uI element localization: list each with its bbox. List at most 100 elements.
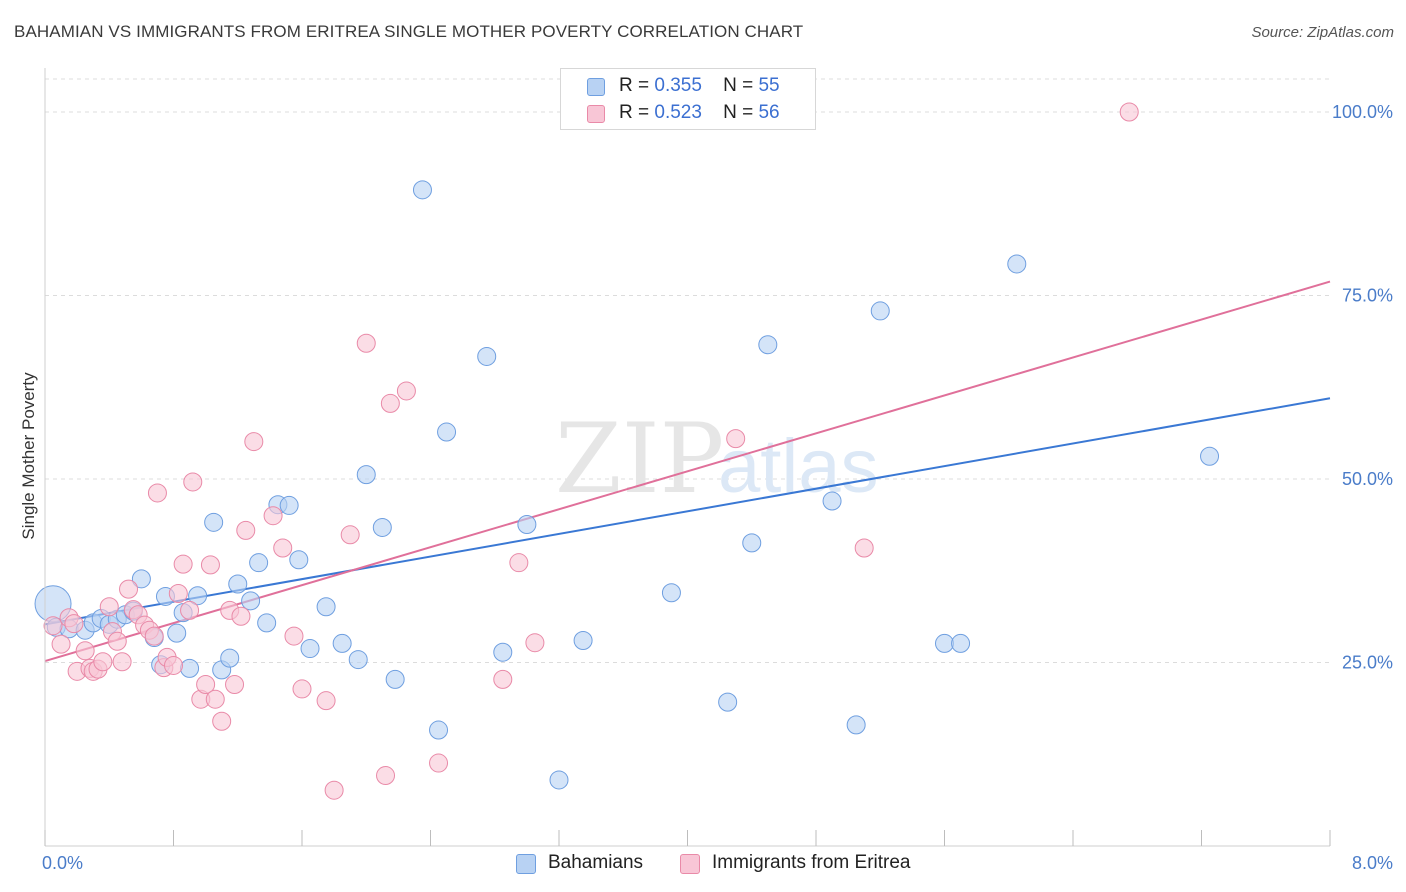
data-point-eritrea: [51, 634, 71, 654]
x-tick-label: 0.0%: [42, 853, 83, 873]
data-point-bahamian: [870, 301, 890, 321]
trend-line-eritrea: [44, 280, 1331, 662]
data-point-eritrea: [183, 472, 203, 492]
data-point-bahamian: [279, 495, 299, 515]
data-point-eritrea: [292, 679, 312, 699]
data-point-bahamian: [385, 669, 405, 689]
data-point-bahamian: [742, 533, 762, 553]
legend-swatch-blue: [516, 854, 536, 874]
data-point-eritrea: [147, 483, 167, 503]
data-point-eritrea: [356, 333, 376, 353]
data-point-eritrea: [99, 597, 119, 617]
legend-swatch-pink: [680, 854, 700, 874]
data-point-bahamian: [188, 586, 208, 606]
data-point-eritrea: [324, 780, 344, 800]
chart-title: BAHAMIAN VS IMMIGRANTS FROM ERITREA SING…: [14, 22, 804, 41]
legend-r-value: 0.523: [654, 102, 702, 123]
data-point-bahamian: [573, 630, 593, 650]
data-point-bahamian: [204, 512, 224, 532]
data-point-bahamian: [220, 648, 240, 668]
data-point-eritrea: [854, 538, 874, 558]
data-point-eritrea: [64, 614, 84, 634]
legend-r-value: 0.355: [654, 75, 702, 96]
legend-label-bahamians: Bahamians: [548, 852, 644, 873]
data-point-bahamian: [429, 720, 449, 740]
data-point-eritrea: [244, 432, 264, 452]
legend-n-label: N =: [723, 75, 754, 96]
correlation-legend: R = 0.355 N = 55 R = 0.523 N = 56: [560, 68, 816, 130]
y-axis-title: Single Mother Poverty: [19, 372, 38, 540]
data-point-bahamian: [167, 623, 187, 643]
data-point-bahamian: [549, 770, 569, 790]
data-point-eritrea: [376, 766, 396, 786]
data-point-eritrea: [180, 600, 200, 620]
data-point-bahamian: [822, 491, 842, 511]
data-point-eritrea: [429, 753, 449, 773]
data-point-eritrea: [231, 606, 251, 626]
data-point-eritrea: [509, 553, 529, 573]
data-point-eritrea: [396, 381, 416, 401]
data-point-eritrea: [263, 506, 283, 526]
data-point-eritrea: [236, 520, 256, 540]
data-point-bahamian: [493, 642, 513, 662]
data-point-bahamian: [289, 550, 309, 570]
legend-r-label: R =: [619, 102, 650, 123]
data-point-eritrea: [273, 538, 293, 558]
trend-line-bahamian: [44, 397, 1331, 626]
legend-n-value: 56: [758, 102, 780, 123]
data-point-eritrea: [726, 429, 746, 449]
data-point-eritrea: [200, 555, 220, 575]
data-point-bahamian: [131, 569, 151, 589]
y-tick-label: 100.0%: [1332, 102, 1393, 122]
data-point-eritrea: [316, 691, 336, 711]
data-point-bahamian: [316, 597, 336, 617]
data-point-bahamian: [935, 633, 954, 653]
data-point-bahamian: [758, 335, 778, 355]
legend-n-value: 55: [758, 75, 780, 96]
y-tick-label: 25.0%: [1342, 653, 1393, 673]
data-point-bahamian: [412, 180, 432, 200]
data-point-bahamian: [951, 633, 971, 653]
data-point-eritrea: [340, 525, 360, 545]
watermark-zip: ZIP: [555, 403, 724, 515]
series-legend: Bahamians Immigrants from Eritrea: [0, 852, 1406, 878]
y-tick-label: 50.0%: [1342, 469, 1393, 489]
data-point-eritrea: [93, 652, 113, 672]
data-point-eritrea: [284, 626, 304, 646]
data-point-bahamian: [180, 658, 200, 678]
data-point-eritrea: [205, 689, 225, 709]
data-point-bahamian: [661, 583, 681, 603]
data-point-eritrea: [493, 669, 513, 689]
data-point-eritrea: [196, 675, 216, 695]
data-point-eritrea: [173, 554, 193, 574]
data-point-bahamian: [348, 650, 368, 670]
legend-n-label: N =: [723, 102, 754, 123]
x-tick-label: 8.0%: [1352, 853, 1393, 873]
data-point-bahamian: [257, 613, 277, 633]
data-point-eritrea: [144, 626, 164, 646]
trend-lines: [44, 280, 1331, 662]
data-point-eritrea: [112, 652, 132, 672]
data-point-bahamian: [372, 517, 392, 537]
data-point-bahamian: [332, 633, 352, 653]
data-point-bahamian: [517, 515, 537, 535]
legend-label-eritrea: Immigrants from Eritrea: [712, 852, 911, 873]
data-point-bahamian: [718, 692, 738, 712]
data-point-eritrea: [380, 393, 400, 413]
data-point-bahamian: [300, 639, 320, 659]
data-point-bahamian: [228, 574, 248, 594]
source-credit: Source: ZipAtlas.com: [1251, 24, 1394, 41]
data-point-eritrea: [212, 711, 232, 731]
data-point-eritrea: [119, 579, 139, 599]
data-point-bahamian: [241, 591, 261, 611]
data-point-bahamian: [437, 422, 457, 442]
data-point-bahamian: [1007, 254, 1027, 274]
legend-r-label: R =: [619, 75, 650, 96]
axes: 25.0% 50.0% 75.0% 100.0% 0.0% 8.0%: [42, 68, 1393, 873]
data-point-bahamian: [249, 553, 269, 573]
legend-swatch-pink: [587, 105, 605, 123]
data-point-eritrea: [164, 655, 183, 675]
data-point-eritrea: [43, 616, 63, 636]
data-point-eritrea: [107, 631, 127, 651]
